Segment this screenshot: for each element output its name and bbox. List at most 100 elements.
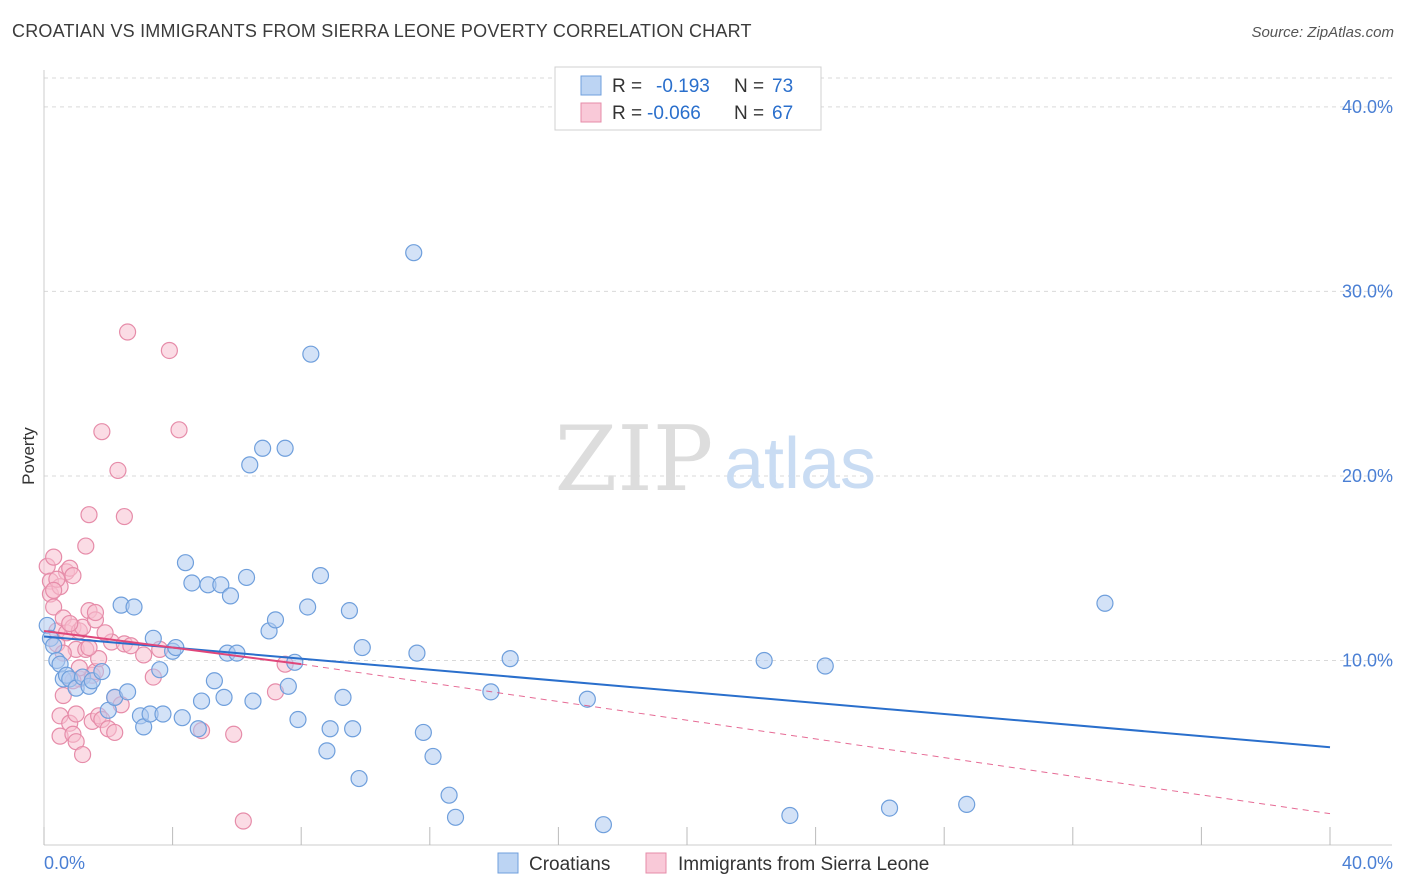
- blue-data-point: [154, 705, 172, 723]
- pink-data-point: [234, 812, 252, 830]
- blue-data-point: [1096, 594, 1114, 612]
- blue-data-point: [340, 602, 359, 620]
- legend-n-value-blue: 73: [772, 76, 793, 97]
- legend-r-label-blue: R =: [612, 76, 642, 97]
- pink-data-point: [109, 461, 127, 480]
- pink-data-point: [73, 745, 92, 764]
- pink-data-point: [115, 507, 133, 526]
- blue-data-point: [176, 554, 195, 572]
- blue-data-point: [276, 439, 294, 457]
- pink-data-point: [80, 638, 98, 657]
- y-tick-label: 10.0%: [1342, 650, 1393, 670]
- legend-box: R = -0.193 N = 73 R = -0.066 N = 67: [554, 66, 822, 131]
- legend-n-value-pink: 67: [772, 103, 793, 124]
- pink-data-point: [122, 637, 140, 655]
- pink-data-point: [54, 686, 72, 705]
- pink-data-point: [45, 598, 63, 616]
- blue-data-point: [755, 651, 773, 670]
- blue-trend-line: [43, 635, 1331, 749]
- tick-labels: 10.0% 20.0% 30.0% 40.0% 0.0% 40.0%: [44, 97, 1393, 873]
- blue-data-point: [446, 808, 465, 826]
- blue-data-point: [302, 345, 320, 363]
- pink-data-point: [67, 705, 85, 723]
- pink-data-point: [77, 537, 95, 555]
- blue-data-point: [781, 806, 799, 825]
- watermark-zip: ZIP: [555, 407, 714, 512]
- blue-data-point: [279, 677, 297, 695]
- pink-data-point: [80, 506, 98, 524]
- pink-data-point: [61, 614, 79, 633]
- axes: [43, 70, 1392, 846]
- pink-data-point: [170, 421, 188, 439]
- pink-data-point: [225, 725, 243, 743]
- blue-data-point: [241, 456, 259, 474]
- pink-data-point: [106, 723, 124, 742]
- pink-data-point: [118, 323, 137, 341]
- blue-data-point: [353, 638, 371, 657]
- x-tick-label-max: 40.0%: [1342, 853, 1393, 873]
- blue-data-point: [350, 769, 368, 788]
- blue-data-point: [880, 799, 899, 817]
- blue-data-point: [816, 657, 834, 675]
- pink-data-point: [93, 423, 111, 441]
- watermark: ZIP atlas: [555, 407, 876, 512]
- pink-data-point: [45, 581, 63, 599]
- blue-data-point: [125, 598, 143, 616]
- blue-data-point: [405, 244, 423, 262]
- chart-title: CROATIAN VS IMMIGRANTS FROM SIERRA LEONE…: [12, 21, 752, 41]
- pink-data-point: [160, 341, 178, 360]
- blue-data-point: [244, 692, 262, 710]
- y-tick-label: 30.0%: [1342, 281, 1393, 301]
- blue-data-point: [215, 688, 233, 706]
- series-blue-points: [38, 244, 1114, 834]
- y-tick-label: 20.0%: [1342, 466, 1393, 486]
- blue-data-point: [414, 723, 432, 742]
- blue-data-point: [594, 816, 613, 834]
- blue-data-point: [344, 720, 362, 738]
- blue-data-point: [151, 661, 169, 679]
- legend-r-value-pink: -0.066: [647, 103, 701, 124]
- legend-swatch-blue: [580, 75, 602, 96]
- blue-data-point: [424, 747, 442, 766]
- bottom-legend: Croatians Immigrants from Sierra Leone: [497, 852, 929, 875]
- blue-data-point: [205, 672, 223, 690]
- blue-data-point: [408, 644, 426, 662]
- blue-data-point: [958, 795, 976, 814]
- y-axis-label: Poverty: [19, 427, 38, 485]
- blue-data-point: [221, 587, 240, 605]
- blue-data-point: [311, 566, 330, 585]
- blue-data-point: [440, 786, 458, 804]
- pink-data-point: [45, 548, 63, 566]
- legend-r-value-blue: -0.193: [656, 76, 710, 97]
- x-tick-label-min: 0.0%: [44, 853, 85, 873]
- blue-data-point: [299, 598, 317, 616]
- blue-data-point: [321, 720, 339, 738]
- blue-data-point: [183, 574, 201, 592]
- bottom-legend-swatch-pink: [645, 852, 667, 874]
- blue-data-point: [189, 720, 207, 738]
- pink-data-point: [135, 646, 153, 664]
- blue-data-point: [501, 650, 519, 668]
- pink-trend-extension: [301, 663, 1331, 815]
- legend-swatch-pink: [580, 102, 602, 123]
- pink-data-point: [86, 603, 105, 622]
- bottom-legend-swatch-blue: [497, 852, 519, 874]
- legend-n-label-pink: N =: [734, 103, 764, 124]
- bottom-legend-label-pink: Immigrants from Sierra Leone: [678, 854, 929, 875]
- blue-data-point: [578, 690, 596, 708]
- trend-lines: [43, 629, 1331, 815]
- source-label: Source: ZipAtlas.com: [1251, 24, 1394, 41]
- blue-data-point: [192, 692, 211, 710]
- blue-data-point: [45, 637, 63, 655]
- blue-data-point: [254, 439, 272, 457]
- pink-trend-line: [43, 629, 302, 666]
- blue-data-point: [212, 576, 230, 594]
- blue-data-point: [173, 709, 191, 727]
- pink-data-point: [64, 566, 82, 585]
- blue-data-point: [93, 662, 111, 681]
- legend-r-label-pink: R =: [612, 103, 642, 124]
- blue-data-point: [118, 683, 137, 701]
- blue-data-point: [318, 742, 336, 760]
- watermark-atlas: atlas: [724, 424, 876, 504]
